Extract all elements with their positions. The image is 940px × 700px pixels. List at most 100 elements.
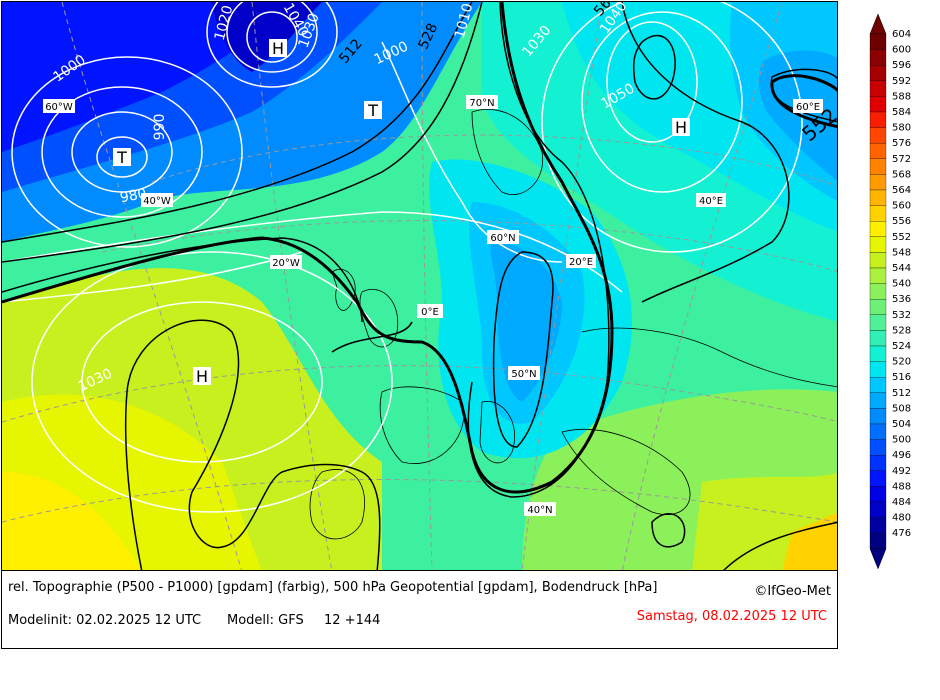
colorbar-cell: [869, 517, 887, 534]
colorbar-tick-label: 568: [892, 169, 911, 180]
label-20e: 20°E: [569, 257, 593, 268]
weather-map: 60°W 40°W 20°W 0°E 20°E 40°E 60°E 70°N 6…: [1, 1, 838, 571]
colorbar-cell: [869, 283, 887, 300]
colorbar-cell: [869, 501, 887, 518]
label-40n: 40°N: [527, 505, 552, 516]
colorbar-cell: [869, 345, 887, 362]
colorbar-cell: [869, 299, 887, 315]
high-marker: H: [272, 39, 284, 58]
colorbar-tick-label: 512: [892, 388, 911, 399]
colorbar-tick-label: 508: [892, 403, 911, 414]
colorbar-cell: [869, 96, 887, 113]
colorbar-tick-label: 544: [892, 263, 911, 274]
colorbar-cell: [869, 377, 887, 393]
colorbar-tick-label: 592: [892, 76, 911, 87]
geopotential-lines: [2, 2, 837, 570]
colorbar-tick-label: 564: [892, 185, 911, 196]
colorbar-tick-label: 528: [892, 325, 911, 336]
colorbar-cell: [869, 439, 887, 456]
colorbar-labels: 604 600 596 592 588 584 580 576 572 568 564 560 556 5…: [892, 29, 911, 539]
thickness-zone-512: [490, 242, 562, 402]
isobar-label: 980: [119, 186, 148, 206]
colorbar-tick-label: 576: [892, 138, 911, 149]
label-60w: 60°W: [45, 102, 73, 113]
high-marker: H: [675, 118, 687, 137]
colorbar-cell: [869, 392, 887, 409]
colorbar-tick-label: 532: [892, 310, 911, 321]
colorbar-cell: [869, 174, 887, 191]
colorbar-tick-label: 548: [892, 247, 911, 258]
latlon-labels: 60°W 40°W 20°W 0°E 20°E 40°E 60°E 70°N 6…: [43, 95, 823, 516]
isobar-label: 990: [152, 114, 168, 141]
colorbar-cell: [869, 470, 887, 487]
colorbar-cell: [869, 221, 887, 237]
colorbar-tick-label: 560: [892, 201, 911, 212]
colorbar-cell: [869, 423, 887, 440]
colorbar: 604 600 596 592 588 584 580 576 572 568 564 560 556 5…: [869, 13, 911, 570]
colorbar-cell: [869, 330, 887, 347]
colorbar-cell: [869, 361, 887, 378]
colorbar-top-arrow: [869, 13, 887, 35]
colorbar-tick-label: 492: [892, 466, 911, 477]
colorbar-cell: [869, 486, 887, 503]
colorbar-cell: [869, 455, 887, 471]
colorbar-cell: [869, 533, 887, 549]
caption-panel: rel. Topographie (P500 - P1000) [gpdam] …: [1, 571, 838, 649]
thickness-zone-560-se: [782, 512, 837, 570]
colorbar-tick-label: 572: [892, 154, 911, 165]
colorbar-tick-label: 580: [892, 123, 911, 134]
colorbar-cell: [869, 143, 887, 159]
colorbar-tick-label: 604: [892, 29, 911, 40]
colorbar-cell: [869, 236, 887, 253]
label-50n: 50°N: [511, 369, 536, 380]
map-canvas: 60°W 40°W 20°W 0°E 20°E 40°E 60°E 70°N 6…: [2, 2, 837, 570]
low-marker: T: [367, 101, 378, 120]
label-40w: 40°W: [143, 196, 171, 207]
colorbar-cell: [869, 65, 887, 81]
isobars: [2, 2, 803, 513]
colorbar-tick-label: 552: [892, 232, 911, 243]
colorbar-bottom-arrow: [869, 548, 887, 570]
colorbar-tick-label: 480: [892, 513, 911, 524]
colorbar-tick-label: 500: [892, 435, 911, 446]
copyright: ©IfGeo-Met: [754, 584, 831, 599]
colorbar-tick-label: 556: [892, 216, 911, 227]
label-60e: 60°E: [796, 102, 820, 113]
colorbar-tick-label: 596: [892, 60, 911, 71]
model-run: 12 +144: [324, 613, 381, 628]
label-40e: 40°E: [699, 196, 723, 207]
pressure-systems: T H T H H: [113, 39, 690, 386]
colorbar-tick-label: 520: [892, 357, 911, 368]
colorbar-cell: [869, 80, 887, 97]
caption-title: rel. Topographie (P500 - P1000) [gpdam] …: [8, 580, 658, 595]
label-70n: 70°N: [469, 98, 494, 109]
colorbar-tick-label: 504: [892, 419, 911, 430]
high-marker: H: [196, 367, 208, 386]
colorbar-tick-label: 496: [892, 450, 911, 461]
colorbar-tick-label: 524: [892, 341, 911, 352]
colorbar-tick-label: 488: [892, 481, 911, 492]
colorbar-tick-label: 540: [892, 279, 911, 290]
label-0e: 0°E: [421, 307, 439, 318]
valid-time: Samstag, 08.02.2025 12 UTC: [636, 609, 827, 624]
colorbar-cell: [869, 252, 887, 269]
colorbar-tick-label: 484: [892, 497, 911, 508]
label-60n: 60°N: [490, 233, 515, 244]
colorbar-cell: [869, 408, 887, 425]
colorbar-cell: [869, 127, 887, 144]
colorbar-cell: [869, 314, 887, 331]
thickness-zone-560: [2, 472, 141, 570]
label-20w: 20°W: [272, 258, 300, 269]
colorbar-cell: [869, 189, 887, 206]
colorbar-cell: [869, 111, 887, 128]
graticule: [2, 2, 837, 570]
colorbar-tick-label: 536: [892, 294, 911, 305]
colorbar-tick-label: 600: [892, 45, 911, 56]
colorbar-tick-label: 588: [892, 91, 911, 102]
coastlines: [309, 109, 837, 540]
colorbar-cell: [869, 158, 887, 175]
colorbar-cell: [869, 33, 887, 50]
model-name: Modell: GFS: [227, 613, 304, 628]
colorbar-cells: [869, 13, 887, 570]
colorbar-tick-label: 476: [892, 528, 911, 539]
